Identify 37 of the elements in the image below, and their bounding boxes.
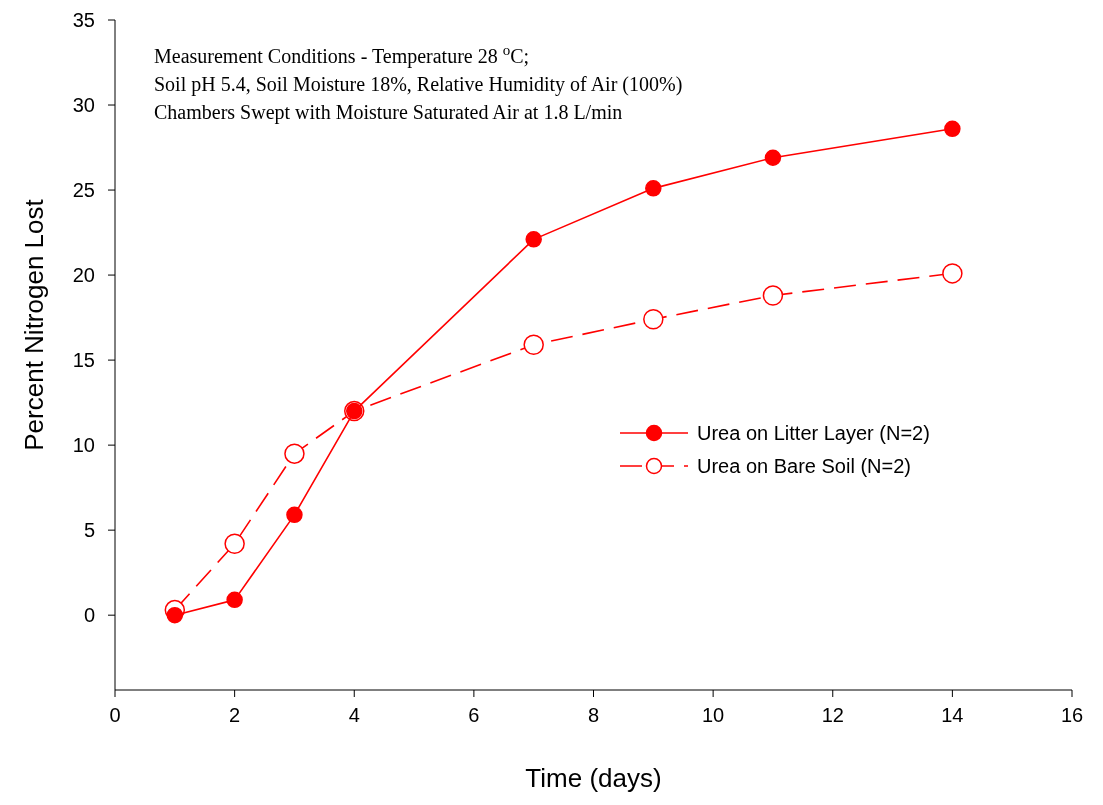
point [645,180,662,197]
y-tick-label: 15 [72,349,95,372]
point [224,533,245,555]
annotation: Chambers Swept with Moisture Saturated Air at 1.8 L/min [154,101,623,124]
point [643,309,664,330]
x-tick-label: 2 [229,704,241,726]
x-tick-label: 16 [1060,704,1084,726]
y-tick-label: 30 [72,94,95,117]
x-axis-title: Time (days) [525,763,662,793]
point [764,149,782,166]
y-tick-label: 10 [72,434,95,457]
point [284,443,305,464]
point [525,231,542,248]
y-tick-label: 20 [72,264,95,287]
x-tick-label: 10 [702,704,725,726]
point [523,334,544,356]
x-tick-label: 6 [468,704,480,726]
annotation: Measurement Conditions - Temperature 28 $^{o}$C; [154,42,530,68]
x-tick-label: 12 [821,704,844,726]
point [286,506,303,524]
y-axis-title: Percent Nitrogen Lost [19,198,49,451]
x-tick-label: 0 [109,704,121,726]
x-tick-label: 8 [587,704,600,726]
y-tick-label: 25 [72,179,95,202]
point [942,263,963,284]
y-tick-label: 35 [72,9,95,31]
x-tick-label: 4 [348,704,360,726]
y-tick-label: 5 [83,519,95,542]
point [166,606,184,624]
annotation: Soil pH 5.4, Soil Moisture 18%, Relative Humidity of Air (100%) [154,73,683,96]
point [226,591,243,609]
legend-label: Urea on Litter Layer (N=2) [697,422,930,444]
y-tick-label: 0 [83,604,95,627]
point [944,120,961,138]
x-tick-label: 14 [941,704,964,726]
point [762,285,784,306]
legend-label: Urea on Bare Soil (N=2) [697,455,911,477]
